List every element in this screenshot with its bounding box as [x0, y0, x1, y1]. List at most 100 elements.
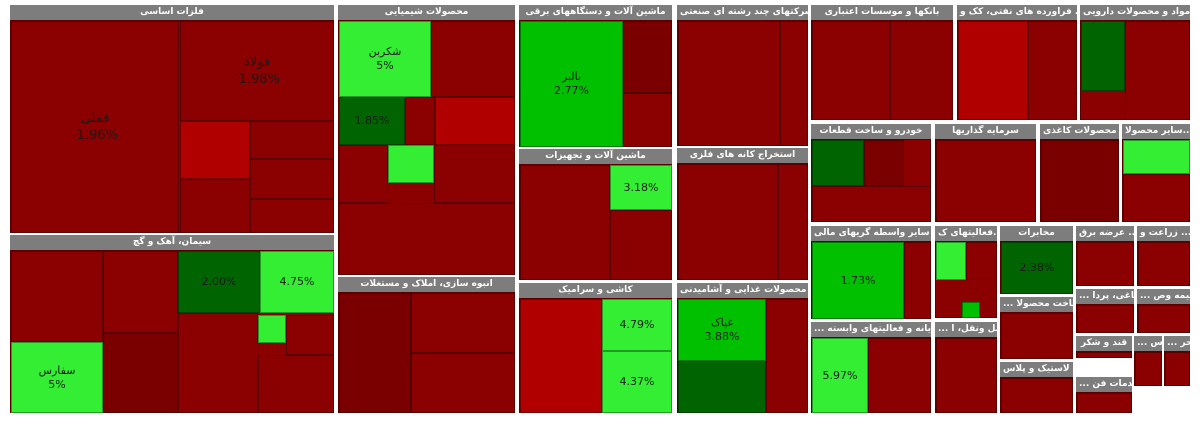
treemap-cell-l2[interactable]: [1028, 21, 1077, 120]
sector-header-s29[interactable]: قند و شکر: [1076, 336, 1132, 351]
sector-header-s16[interactable]: محصولات کاغذی: [1040, 124, 1119, 139]
treemap-cell-i2[interactable]: [778, 164, 808, 280]
treemap-cell-b5[interactable]: سفارس 5%: [11, 342, 103, 413]
treemap-cell-z4[interactable]: [1135, 352, 1162, 386]
sector-header-s10[interactable]: محصولات غذایی و آشامیدنی ...: [677, 283, 808, 298]
treemap-cell-q1[interactable]: [1123, 140, 1190, 174]
sector-header-s22[interactable]: مخابرات: [1000, 226, 1073, 241]
treemap-cell-d3[interactable]: [411, 353, 515, 413]
treemap-cell-j3[interactable]: [678, 361, 766, 413]
treemap-cell-m2[interactable]: [1125, 21, 1190, 120]
treemap-cell-j1[interactable]: غپاک 3.88%: [678, 299, 766, 361]
sector-header-s14[interactable]: خودرو و ساخت قطعات: [811, 124, 931, 139]
treemap-cell-h2[interactable]: [780, 21, 808, 146]
treemap-cell-f3[interactable]: [610, 210, 672, 280]
treemap-cell-b4[interactable]: 4.75%: [260, 251, 334, 313]
treemap-cell-i1[interactable]: [678, 164, 778, 280]
treemap-cell-f2[interactable]: 3.18%: [610, 165, 672, 210]
treemap-cell-a7[interactable]: [250, 199, 334, 233]
treemap-cell-j4[interactable]: [766, 299, 808, 413]
sector-header-s24[interactable]: ... رایانه و فعالیتهای وابسته: [811, 322, 931, 337]
treemap-cell-c2[interactable]: [431, 21, 515, 97]
sector-header-s31[interactable]: ... حر: [1164, 336, 1190, 351]
treemap-cell-c7[interactable]: [339, 145, 388, 203]
treemap-cell-b10[interactable]: [258, 355, 334, 413]
treemap-cell-a2[interactable]: فولاد -1.98%: [180, 21, 334, 121]
sector-header-s3[interactable]: محصولات شیمیایی: [338, 5, 515, 20]
sector-header-s17[interactable]: سایر محصولا...: [1122, 124, 1190, 139]
sector-header-s7[interactable]: کاشی و سرامیک: [519, 283, 672, 298]
treemap-cell-z1[interactable]: [1077, 305, 1134, 333]
sector-header-s4[interactable]: انبوه سازی، املاک و مستغلات: [338, 277, 515, 292]
treemap-cell-g3[interactable]: 4.37%: [602, 351, 672, 413]
treemap-cell-k2[interactable]: [890, 21, 953, 120]
treemap-cell-q2[interactable]: [1123, 174, 1190, 222]
treemap-cell-c5[interactable]: [435, 97, 515, 145]
treemap-cell-o1[interactable]: [936, 140, 1036, 222]
sector-header-s12[interactable]: فراورده های نفتی، کک و ...: [957, 5, 1077, 20]
treemap-cell-a4[interactable]: [180, 179, 250, 233]
treemap-cell-a6[interactable]: [250, 159, 334, 199]
treemap-cell-n2[interactable]: [864, 140, 904, 186]
sector-header-s2[interactable]: سیمان، آهک و گچ: [10, 235, 334, 250]
treemap-cell-g1[interactable]: [520, 299, 602, 413]
treemap-cell-z6[interactable]: [1077, 393, 1132, 413]
sector-header-s27[interactable]: ... دباغی، پردا: [1076, 289, 1134, 304]
treemap-cell-c9[interactable]: [339, 203, 515, 275]
treemap-cell-c4[interactable]: [405, 97, 435, 145]
sector-header-s25[interactable]: ... حمل ونقل، ا: [935, 322, 997, 337]
sector-header-s13[interactable]: مواد و محصولات دارویی: [1080, 5, 1190, 20]
treemap-cell-e1[interactable]: بالبر 2.77%: [520, 21, 623, 147]
treemap-cell-b8[interactable]: [178, 313, 258, 413]
sector-header-s21[interactable]: فعالیتهای ک...: [935, 226, 997, 241]
sector-header-s15[interactable]: سرمایه گذاریها: [935, 124, 1036, 139]
treemap-cell-c6[interactable]: [388, 145, 434, 183]
treemap-cell-h1[interactable]: [678, 21, 780, 146]
treemap-cell-a1[interactable]: فملی -1.96%: [11, 21, 179, 233]
sector-header-s28[interactable]: ... بیمه وص: [1137, 289, 1190, 304]
treemap-cell-p1[interactable]: [1041, 140, 1119, 222]
treemap-cell-n3[interactable]: [812, 186, 931, 222]
treemap-cell-x1[interactable]: [936, 338, 997, 413]
sector-header-s1[interactable]: فلزات اساسی: [10, 5, 334, 20]
treemap-cell-f1[interactable]: [520, 165, 610, 280]
treemap-cell-r1[interactable]: 1.73%: [812, 242, 904, 319]
sector-header-s5[interactable]: ماشین آلات و دستگاههای برقی: [519, 5, 672, 20]
treemap-cell-u1[interactable]: 2.38%: [1001, 242, 1073, 294]
treemap-cell-b2[interactable]: [103, 251, 178, 333]
treemap-cell-r2[interactable]: [904, 242, 931, 319]
sector-header-s9[interactable]: استخراج کانه های فلزی: [677, 148, 808, 163]
treemap-cell-w2[interactable]: [868, 338, 931, 413]
treemap-cell-t3[interactable]: [966, 242, 997, 280]
treemap-cell-r3[interactable]: [1138, 242, 1190, 286]
treemap-cell-z3[interactable]: [1077, 352, 1132, 358]
sector-header-s8[interactable]: شرکتهای چند رشته ای صنعتی: [677, 5, 808, 20]
treemap-cell-z2[interactable]: [1138, 305, 1190, 333]
treemap-cell-y1[interactable]: [1001, 378, 1073, 413]
sector-header-s23[interactable]: ... ساخت محصولا: [1000, 297, 1073, 312]
sector-header-s18[interactable]: سایر واسطه گریهای مالی: [811, 226, 931, 241]
sector-header-s11[interactable]: بانکها و موسسات اعتباری: [811, 5, 953, 20]
treemap-cell-c8[interactable]: [434, 145, 515, 203]
treemap-cell-a5[interactable]: [250, 121, 334, 159]
treemap-cell-b9[interactable]: [286, 315, 334, 355]
sector-header-s19[interactable]: زراعت و ...: [1137, 226, 1190, 241]
sector-header-s6[interactable]: ماشین آلات و تجهیزات: [519, 149, 672, 164]
treemap-cell-c1[interactable]: شکربن 5%: [339, 21, 431, 97]
treemap-cell-e2[interactable]: [623, 21, 672, 93]
treemap-cell-d2[interactable]: [411, 293, 515, 353]
sector-header-s20[interactable]: عرضه برق ...: [1076, 226, 1134, 241]
sector-header-s26[interactable]: لاستیک و پلاس ...: [1000, 362, 1073, 377]
treemap-cell-d1[interactable]: [339, 293, 411, 413]
treemap-cell-b1[interactable]: [11, 251, 103, 342]
treemap-cell-r4[interactable]: [1077, 242, 1134, 286]
treemap-cell-z5[interactable]: [1165, 352, 1190, 386]
treemap-cell-w1[interactable]: 5.97%: [812, 338, 868, 413]
treemap-cell-l1[interactable]: [958, 21, 1028, 120]
treemap-cell-v1[interactable]: [1001, 313, 1073, 359]
treemap-cell-b6[interactable]: [103, 333, 178, 413]
treemap-cell-t2[interactable]: [962, 302, 980, 318]
treemap-cell-b7[interactable]: [258, 315, 286, 343]
treemap-cell-a3[interactable]: [180, 121, 250, 179]
treemap-cell-k1[interactable]: [812, 21, 890, 120]
